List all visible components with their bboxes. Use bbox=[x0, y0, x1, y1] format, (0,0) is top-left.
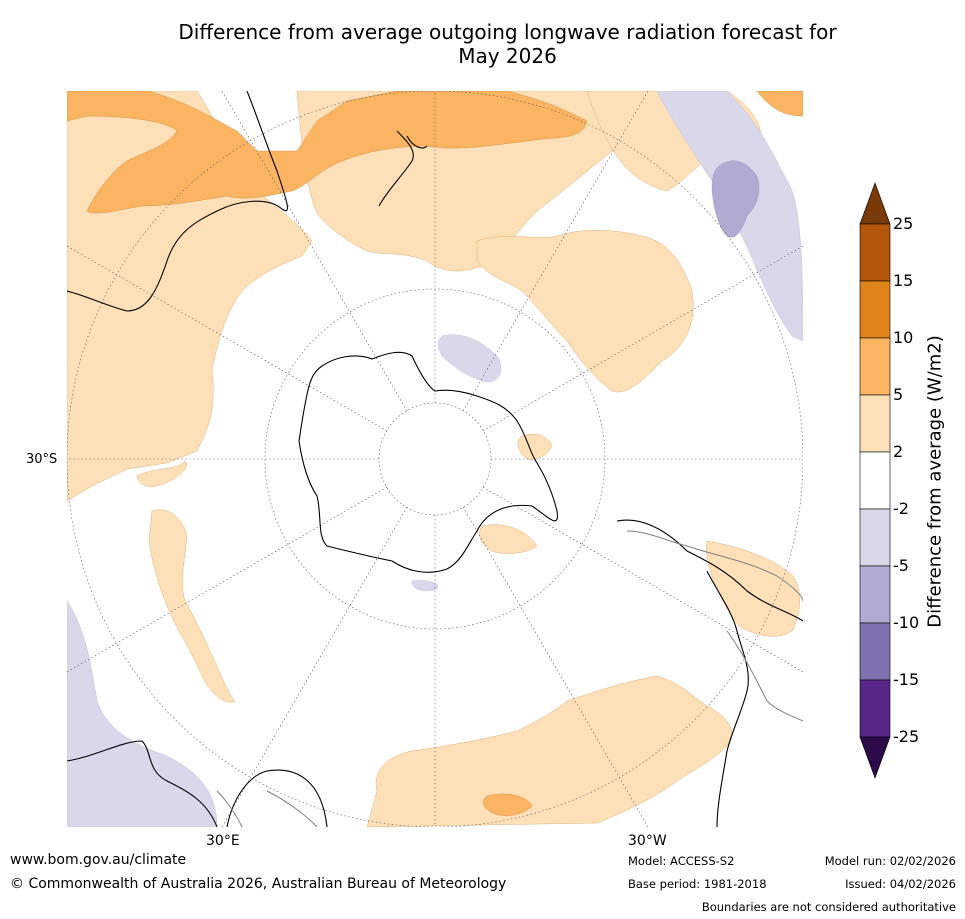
region-top-right-purple bbox=[656, 91, 803, 342]
meridian-330 bbox=[462, 91, 649, 412]
colorbar-tick-label: -2 bbox=[893, 499, 909, 518]
anomaly-5-to-10-regions bbox=[67, 91, 803, 816]
coastlines bbox=[67, 91, 803, 827]
colorbar-tick-label: -15 bbox=[893, 670, 920, 689]
colorbar-swatch bbox=[859, 679, 891, 738]
anomaly-neg5-to-neg10-regions bbox=[711, 160, 760, 238]
colorbar-tick-label: -10 bbox=[893, 613, 920, 632]
colorbar-tick-label: 25 bbox=[893, 214, 914, 233]
title-line-1: Difference from average outgoing longwav… bbox=[178, 20, 837, 44]
footer-model: Model: ACCESS-S2 bbox=[628, 854, 735, 868]
colorbar-title: Difference from average (W/m2) bbox=[924, 335, 946, 628]
footer-issued: Issued: 04/02/2026 bbox=[845, 877, 956, 891]
region-bottom-orange bbox=[483, 793, 533, 816]
meridian-240 bbox=[482, 486, 803, 673]
australia-coastline bbox=[67, 91, 288, 312]
colorbar-swatch bbox=[859, 622, 891, 681]
south-america-boundary bbox=[626, 530, 803, 722]
colorbar-arrow-top bbox=[859, 182, 891, 225]
meridian-150 bbox=[221, 506, 408, 827]
chart-title: Difference from average outgoing longwav… bbox=[60, 20, 955, 68]
meridian-30 bbox=[221, 91, 408, 412]
colorbar-tick-label: -5 bbox=[893, 556, 909, 575]
longitude-label-west: 30°W bbox=[628, 833, 667, 849]
colorbar-swatch bbox=[859, 223, 891, 282]
region-left-arm bbox=[148, 509, 236, 703]
africa-boundary bbox=[216, 790, 318, 827]
antarctica-coastline bbox=[298, 351, 558, 573]
meridian-300 bbox=[482, 245, 803, 432]
meridian-60 bbox=[67, 245, 388, 432]
colorbar-swatch bbox=[859, 508, 891, 567]
region-left-small bbox=[136, 460, 187, 487]
region-top-right-orange bbox=[756, 91, 803, 117]
region-top-orange bbox=[67, 91, 588, 214]
colorbar-swatch bbox=[859, 451, 891, 510]
colorbar bbox=[859, 182, 891, 779]
colorbar-swatch bbox=[859, 337, 891, 396]
colorbar-swatch bbox=[859, 394, 891, 453]
footer-copyright: © Commonwealth of Australia 2026, Austra… bbox=[10, 876, 507, 892]
latitude-circle-60 bbox=[264, 288, 606, 630]
africa-coastline bbox=[67, 740, 328, 827]
footer-model-run: Model run: 02/02/2026 bbox=[824, 854, 956, 868]
region-center-purple bbox=[438, 334, 502, 383]
new-zealand-coastline bbox=[378, 130, 428, 207]
country-boundaries bbox=[216, 530, 803, 827]
footer-base-period: Base period: 1981-2018 bbox=[628, 877, 767, 891]
graticule bbox=[67, 91, 803, 827]
colorbar-tick-label: 5 bbox=[893, 385, 904, 404]
latitude-label: 30°S bbox=[26, 452, 58, 467]
map-panel bbox=[67, 91, 803, 827]
region-bottom-right bbox=[366, 675, 732, 827]
footer-disclaimer: Boundaries are not considered authoritat… bbox=[701, 900, 956, 914]
anomaly-neg2-to-neg5-regions bbox=[67, 91, 803, 827]
colorbar-swatches bbox=[859, 182, 891, 779]
footer-website: www.bom.gov.au/climate bbox=[10, 852, 187, 868]
region-south-right bbox=[479, 524, 538, 554]
meridian-210 bbox=[462, 506, 649, 827]
colorbar-swatch bbox=[859, 280, 891, 339]
longitude-label-east: 30°E bbox=[206, 833, 240, 849]
region-right-upper bbox=[476, 230, 694, 393]
colorbar-arrow-bottom bbox=[859, 736, 891, 779]
colorbar-tick-label: -25 bbox=[893, 727, 920, 746]
meridian-120 bbox=[67, 486, 388, 673]
colorbar-tick-label: 10 bbox=[893, 328, 914, 347]
colorbar-tick-label: 2 bbox=[893, 442, 904, 461]
title-line-2: May 2026 bbox=[458, 44, 557, 68]
region-bottom-left-purple bbox=[67, 600, 218, 827]
colorbar-tick-label: 15 bbox=[893, 271, 914, 290]
colorbar-swatch bbox=[859, 565, 891, 624]
region-purple-blob bbox=[711, 160, 760, 238]
region-small-purple-1 bbox=[411, 580, 439, 592]
south-america-coastline bbox=[616, 519, 803, 827]
